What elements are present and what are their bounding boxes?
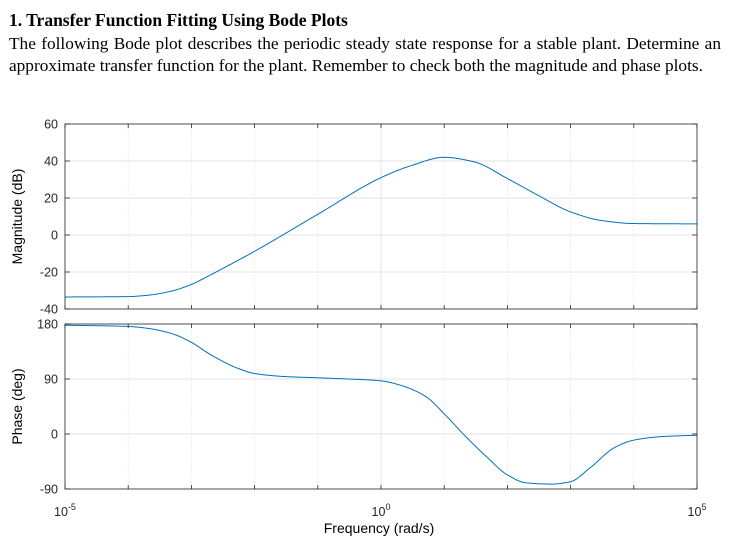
problem-heading: 1. Transfer Function Fitting Using Bode … xyxy=(9,10,348,30)
phase-response-line xyxy=(64,324,698,485)
magnitude-plot: -40 -20 0 20 40 60 Magnitude (dB) xyxy=(9,118,698,317)
magnitude-response-line xyxy=(64,156,698,298)
frequency-tick-label: 105 xyxy=(688,502,707,519)
magnitude-y-tick-label: 60 xyxy=(44,118,58,132)
magnitude-y-tick-label: -20 xyxy=(40,266,58,280)
magnitude-y-tick-label: 0 xyxy=(51,229,58,243)
magnitude-y-tick-label: 40 xyxy=(44,155,58,169)
phase-y-tick-label: -90 xyxy=(40,483,58,497)
phase-y-tick-label: 180 xyxy=(37,318,58,332)
magnitude-y-axis-label: Magnitude (dB) xyxy=(9,169,25,265)
phase-plot: -90 0 90 180 Phase (deg) 10-5 100 105 Frequency … xyxy=(9,318,706,537)
problem-statement: The following Bode plot describes the pe… xyxy=(9,34,721,75)
frequency-tick-label: 100 xyxy=(372,502,391,519)
magnitude-y-tick-label: 20 xyxy=(44,192,58,206)
magnitude-y-tick-label: -40 xyxy=(40,303,58,317)
phase-y-tick-label: 90 xyxy=(44,373,58,387)
phase-y-axis-label: Phase (deg) xyxy=(9,368,25,444)
frequency-axis-label: Frequency (rad/s) xyxy=(324,520,434,536)
phase-y-tick-label: 0 xyxy=(51,428,58,442)
frequency-tick-label: 10-5 xyxy=(54,502,76,519)
